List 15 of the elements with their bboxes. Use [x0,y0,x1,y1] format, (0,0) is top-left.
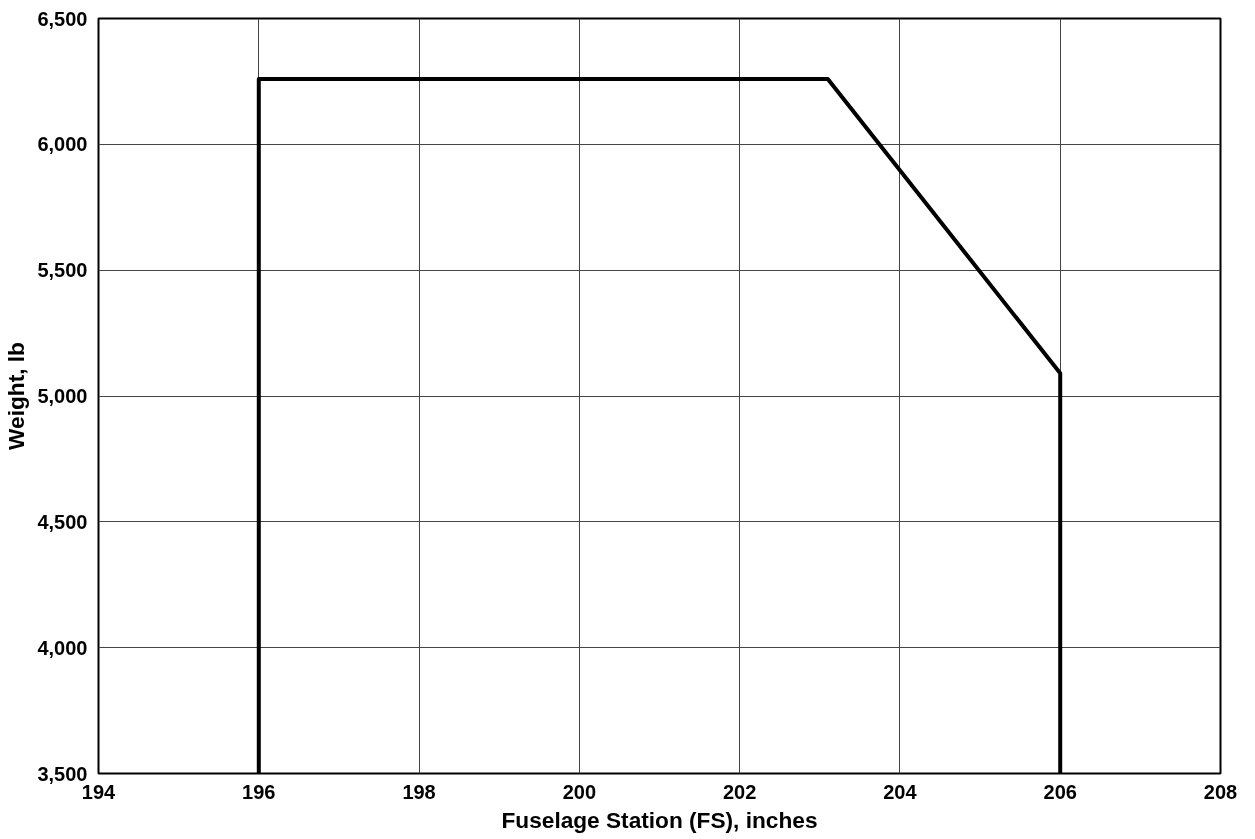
y-axis-title: Weight, lb [3,342,30,450]
x-tick-label: 198 [402,780,436,803]
y-tick-label: 5,000 [37,385,88,407]
x-tick-label: 204 [883,780,918,803]
x-tick-label: 200 [562,780,597,803]
x-tick-label: 206 [1043,780,1077,803]
x-tick-label: 196 [242,780,276,803]
y-tick-label: 5,500 [37,259,88,282]
x-tick-label: 202 [722,780,757,803]
y-tick-label: 6,500 [37,7,88,30]
x-tick-label: 208 [1203,780,1238,803]
y-tick-label: 6,000 [37,133,88,156]
x-axis-title: Fuselage Station (FS), inches [501,806,818,833]
y-tick-label: 4,000 [37,636,88,659]
y-tick-label: 4,500 [37,510,88,533]
